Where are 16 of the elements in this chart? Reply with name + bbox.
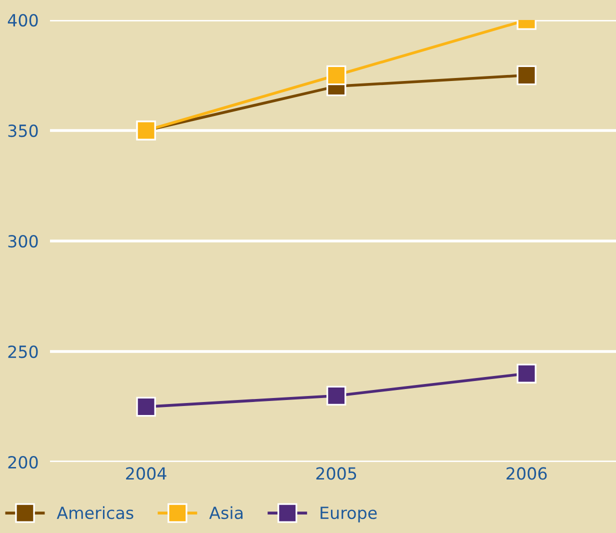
point [326,386,346,406]
y-tick-label: 350 [8,124,38,138]
y-tick-label: 400 [8,14,38,27]
y-tick-label: 300 [8,234,38,248]
legend-label: Americas [56,506,134,520]
point [516,65,536,86]
point [516,364,536,384]
y-tick-label: 200 [8,456,38,469]
legend-label: Asia [209,506,243,520]
point [326,65,346,86]
y-tick-label: 250 [8,345,38,358]
x-tick-label: 2005 [316,467,356,480]
point [136,396,156,417]
legend-label: Europe [320,506,377,522]
x-tick-label: 2004 [126,467,166,480]
x-tick-label: 2006 [506,467,547,480]
